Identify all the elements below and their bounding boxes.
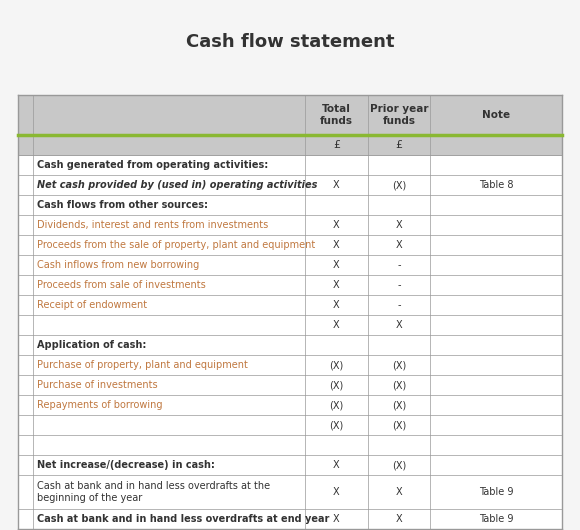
Text: X: X	[333, 320, 340, 330]
Text: Cash inflows from new borrowing: Cash inflows from new borrowing	[37, 260, 200, 270]
Text: £: £	[333, 140, 340, 150]
Bar	[18, 355, 562, 375]
Text: Net increase/(decrease) in cash:: Net increase/(decrease) in cash:	[37, 460, 215, 470]
Text: (X): (X)	[392, 180, 406, 190]
Text: Proceeds from the sale of property, plant and equipment: Proceeds from the sale of property, plan…	[37, 240, 316, 250]
Text: Repayments of borrowing: Repayments of borrowing	[37, 400, 163, 410]
Text: X: X	[333, 300, 340, 310]
Text: X: X	[333, 460, 340, 470]
Text: (X): (X)	[329, 360, 343, 370]
Bar	[18, 95, 562, 529]
Bar	[18, 255, 562, 275]
Text: X: X	[333, 260, 340, 270]
Text: X: X	[333, 280, 340, 290]
Bar	[18, 509, 562, 529]
Text: Prior year
funds: Prior year funds	[370, 104, 428, 126]
Text: -: -	[397, 300, 401, 310]
Text: X: X	[396, 220, 403, 230]
Text: Cash generated from operating activities:: Cash generated from operating activities…	[37, 160, 269, 170]
Text: Dividends, interest and rents from investments: Dividends, interest and rents from inves…	[37, 220, 269, 230]
Text: Application of cash:: Application of cash:	[37, 340, 147, 350]
Text: (X): (X)	[392, 460, 406, 470]
Text: (X): (X)	[392, 380, 406, 390]
Bar	[18, 435, 562, 455]
Bar	[18, 235, 562, 255]
Text: X: X	[396, 514, 403, 524]
Bar	[18, 95, 562, 135]
Text: Table 9: Table 9	[479, 514, 513, 524]
Text: Cash at bank and in hand less overdrafts at the
beginning of the year: Cash at bank and in hand less overdrafts…	[37, 481, 270, 503]
Text: (X): (X)	[329, 400, 343, 410]
Text: Note: Note	[482, 110, 510, 120]
Text: (X): (X)	[329, 420, 343, 430]
Text: Purchase of investments: Purchase of investments	[37, 380, 158, 390]
Text: Total
funds: Total funds	[320, 104, 353, 126]
Text: X: X	[333, 220, 340, 230]
Text: X: X	[396, 320, 403, 330]
Text: Table 9: Table 9	[479, 487, 513, 497]
Text: Net cash provided by (used in) operating activities: Net cash provided by (used in) operating…	[37, 180, 318, 190]
Bar	[18, 395, 562, 415]
Bar	[18, 335, 562, 355]
Bar	[18, 315, 562, 335]
Text: Proceeds from sale of investments: Proceeds from sale of investments	[37, 280, 206, 290]
Text: (X): (X)	[392, 360, 406, 370]
Text: (X): (X)	[392, 420, 406, 430]
Text: X: X	[396, 240, 403, 250]
Text: Cash flows from other sources:: Cash flows from other sources:	[37, 200, 208, 210]
Bar	[18, 175, 562, 195]
Bar	[18, 275, 562, 295]
Text: (X): (X)	[329, 380, 343, 390]
Text: £: £	[396, 140, 403, 150]
Bar	[18, 415, 562, 435]
Text: (X): (X)	[392, 400, 406, 410]
Text: -: -	[397, 280, 401, 290]
Text: X: X	[333, 180, 340, 190]
Bar	[18, 155, 562, 175]
Bar	[18, 195, 562, 215]
Bar	[18, 455, 562, 475]
Bar	[18, 475, 562, 509]
Bar	[18, 295, 562, 315]
Text: X: X	[333, 487, 340, 497]
Text: Cash at bank and in hand less overdrafts at end year: Cash at bank and in hand less overdrafts…	[37, 514, 329, 524]
Text: X: X	[333, 240, 340, 250]
Text: Table 8: Table 8	[479, 180, 513, 190]
Text: Receipt of endowment: Receipt of endowment	[37, 300, 147, 310]
Text: X: X	[396, 487, 403, 497]
Text: -: -	[397, 260, 401, 270]
Bar	[18, 135, 562, 155]
Bar	[18, 375, 562, 395]
Text: X: X	[333, 514, 340, 524]
Text: Purchase of property, plant and equipment: Purchase of property, plant and equipmen…	[37, 360, 248, 370]
Text: Cash flow statement: Cash flow statement	[186, 33, 394, 51]
Bar	[18, 215, 562, 235]
